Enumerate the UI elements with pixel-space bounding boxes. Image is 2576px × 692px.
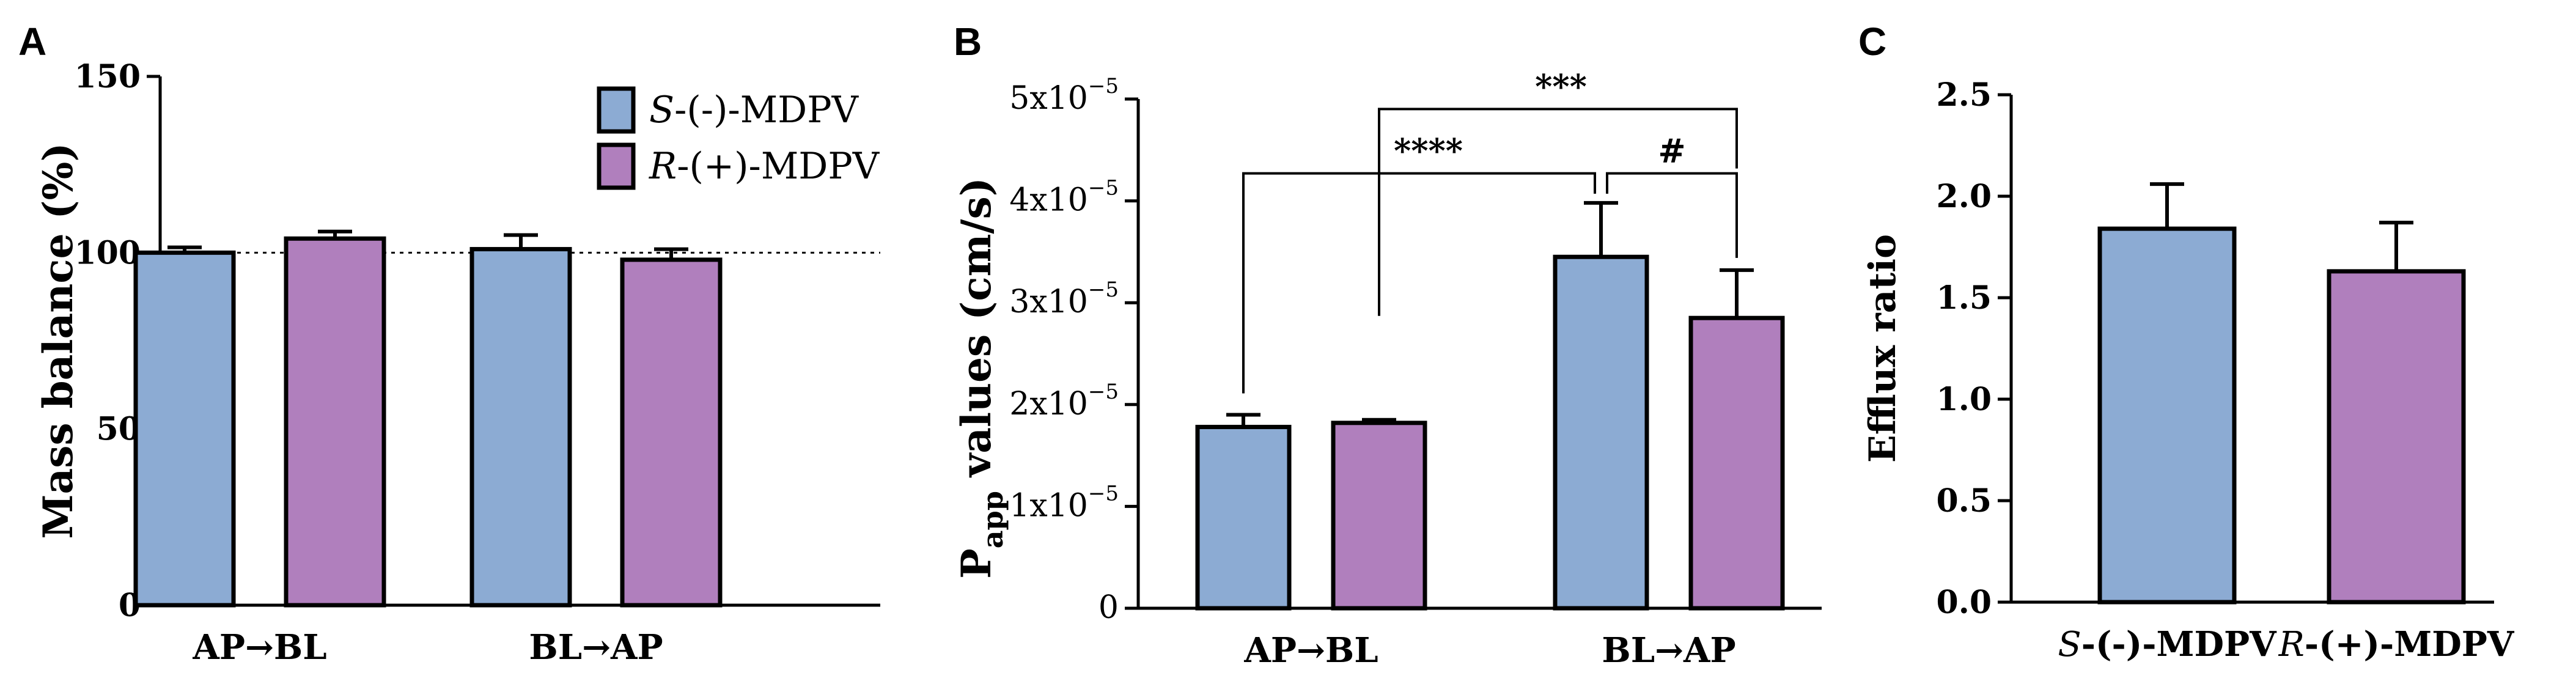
bar-r_mdpv [284, 236, 386, 608]
bar-r_mdpv [2327, 269, 2466, 605]
bar-s_mdpv [469, 247, 572, 608]
panel-letter: C [1858, 20, 1886, 64]
y-tick-label: 2.5 [1937, 76, 1992, 114]
legend-rest: -(-)-MDPV [674, 89, 859, 131]
bar-r_mdpv [1688, 315, 1785, 611]
y-tick-label: 3x10−5 [1009, 278, 1119, 320]
y-tick-label: 2.0 [1937, 178, 1992, 215]
y-tick-label: 50 [97, 411, 141, 448]
tick-exponent: −5 [1088, 176, 1119, 201]
legend-swatch [597, 142, 636, 190]
x-tick-label: BL→AP [529, 627, 663, 668]
y-tick-label: 150 [74, 58, 141, 95]
tick-mantissa: 3x10 [1009, 284, 1088, 320]
bar-s_mdpv [2097, 226, 2237, 605]
tick-mantissa: 0 [1098, 589, 1119, 626]
bar-s_mdpv [1553, 254, 1649, 611]
y-tick-label: 0.0 [1937, 584, 1992, 621]
panel-c: C 0.0 0.5 1.0 1.5 2.0 2.5 Efflux ratio S-(-)-MDP… [1858, 20, 2515, 664]
bar-r_mdpv [620, 257, 723, 608]
tick-mantissa: 1x10 [1009, 487, 1088, 524]
y-tick-label: 2x10−5 [1009, 380, 1119, 422]
y-tick-label: 5x10−5 [1009, 74, 1119, 117]
sig-label: **** [1394, 131, 1463, 171]
y-axis-label: Mass balance (%) [34, 142, 82, 539]
legend-swatch [597, 86, 636, 134]
y-tick-label: 1.0 [1937, 381, 1992, 418]
panel-letter: B [954, 20, 982, 64]
tick-exponent: −5 [1088, 481, 1119, 506]
y-tick-label: 0.5 [1937, 482, 1992, 520]
x-tick-label: S-(-)-MDPV [2058, 624, 2277, 664]
y-axis-label: Efflux ratio [1861, 234, 1904, 463]
tick-exponent: −5 [1088, 74, 1119, 98]
tick-mantissa: 2x10 [1009, 386, 1088, 422]
bar-s_mdpv [1195, 424, 1292, 611]
y-axis-label: Papp values (cm/s) [952, 177, 1009, 579]
legend-italic: R [649, 145, 677, 188]
sig-bracket [1378, 108, 1738, 316]
x-tick-label: BL→AP [1602, 630, 1735, 671]
bar-r_mdpv [1331, 421, 1427, 611]
panel-letter: A [18, 20, 46, 64]
y-tick-label: 1.5 [1937, 279, 1992, 317]
sig-bracket [1242, 172, 1596, 394]
x-label-italic: S [2058, 625, 2081, 664]
tick-mantissa: 4x10 [1009, 182, 1088, 219]
y-tick-label: 1x10−5 [1009, 481, 1119, 524]
sig-bracket [1606, 172, 1738, 258]
x-tick-label: R-(+)-MDPV [2278, 624, 2515, 664]
tick-exponent: −5 [1088, 278, 1119, 302]
legend-entry: R-(+)-MDPV [649, 145, 880, 188]
y-tick-label: 100 [74, 234, 141, 271]
sig-label: *** [1535, 67, 1587, 106]
x-tick-label: AP→BL [192, 627, 326, 668]
x-label-rest: -(+)-MDPV [2305, 624, 2515, 664]
y-tick-label: 0 [1098, 589, 1119, 626]
legend-entry: S-(-)-MDPV [649, 89, 859, 131]
ylabel-main: P [952, 548, 1000, 579]
tick-exponent: −5 [1088, 380, 1119, 404]
sig-label: # [1658, 131, 1685, 171]
ylabel-sub: app [976, 491, 1009, 548]
y-tick-label: 4x10−5 [1009, 176, 1119, 219]
ylabel-rest: values (cm/s) [952, 177, 1000, 491]
x-label-italic: R [2278, 625, 2305, 664]
legend-italic: S [649, 89, 674, 131]
bar-s_mdpv [133, 250, 236, 608]
x-label-rest: -(-)-MDPV [2081, 624, 2277, 664]
tick-mantissa: 5x10 [1009, 80, 1088, 117]
x-tick-label: AP→BL [1243, 630, 1378, 671]
legend-rest: -(+)-MDPV [677, 145, 880, 188]
